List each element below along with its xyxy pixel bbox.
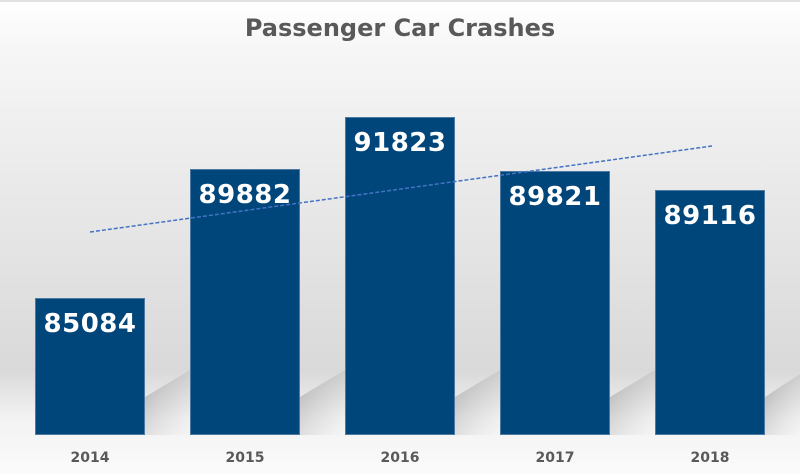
bar-2015[interactable]: 89882 [190,169,300,435]
x-tick-2018: 2018 [690,450,730,466]
x-tick-2017: 2017 [535,450,575,466]
bar-2016[interactable]: 91823 [345,117,455,435]
bar-2018[interactable]: 89116 [655,190,765,435]
data-label-2014: 85084 [43,309,137,339]
bar-2014[interactable]: 85084 [35,298,145,435]
data-label-2016: 91823 [353,128,447,158]
data-label-2017: 89821 [508,182,602,212]
chart-title: Passenger Car Crashes [244,14,556,42]
x-tick-2015: 2015 [225,450,265,466]
bar-2017[interactable]: 89821 [500,171,610,435]
data-label-2018: 89116 [663,201,757,231]
x-tick-2016: 2016 [380,450,420,466]
x-tick-2014: 2014 [70,450,110,466]
data-label-2015: 89882 [198,180,292,210]
